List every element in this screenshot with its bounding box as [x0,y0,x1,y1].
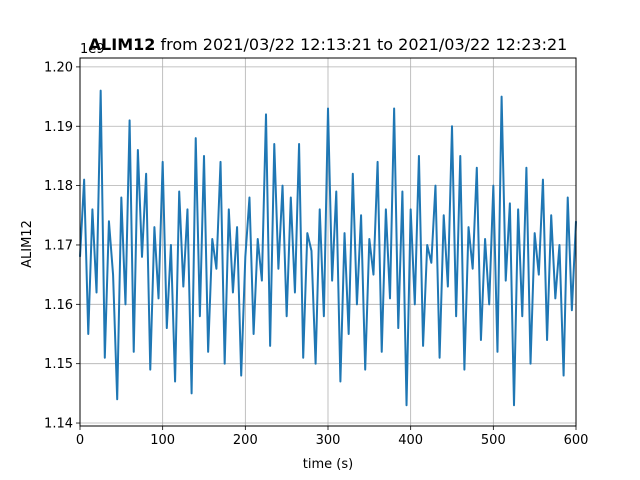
y-axis-ticks: 1.14 1.15 1.16 1.17 1.18 1.19 1.20 [44,60,80,432]
y-tick-label: 1.18 [44,179,73,194]
y-tick-label: 1.20 [44,60,73,75]
y-tick-label: 1.17 [44,238,73,253]
x-tick-label: 400 [398,433,423,448]
y-tick-label: 1.16 [44,298,73,313]
x-tick-label: 200 [233,433,258,448]
series-line-group [79,89,577,407]
chart-title: ALIM12 from 2021/03/22 12:13:21 to 2021/… [89,35,568,54]
y-tick-label: 1.15 [44,357,73,372]
y-tick-label: 1.14 [44,417,73,432]
y-axis-label: ALIM12 [20,220,35,268]
y-tick-label: 1.19 [44,120,73,135]
x-axis-ticks: 0 100 200 300 400 500 600 [76,426,589,448]
x-tick-label: 100 [150,433,175,448]
x-tick-label: 0 [76,433,84,448]
title-bold-part: ALIM12 [89,35,156,54]
x-tick-label: 600 [564,433,589,448]
x-tick-label: 300 [316,433,341,448]
x-axis-label: time (s) [303,457,353,472]
y-offset-text: 1e9 [80,42,105,57]
series-line [79,89,577,407]
title-rest-part: from 2021/03/22 12:13:21 to 2021/03/22 1… [155,35,567,54]
x-tick-label: 500 [481,433,506,448]
